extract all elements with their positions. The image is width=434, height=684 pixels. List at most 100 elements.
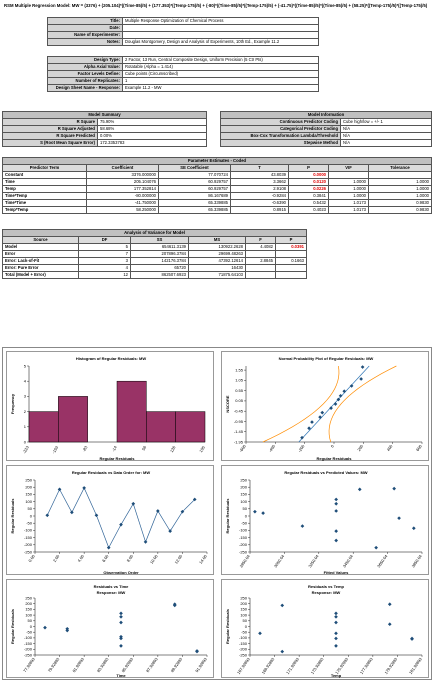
residual-point — [392, 486, 396, 491]
residual-point — [334, 644, 338, 648]
params-cell: Time*Temp — [2, 192, 87, 200]
params-cell: 65.339885 — [158, 199, 231, 207]
y-tick-label: -250 — [24, 549, 33, 554]
info-label: Notes: — [47, 38, 123, 46]
y-axis-label: Frequency — [10, 393, 15, 414]
anova-table: Analysis of Variance for Model Source DF SS… — [2, 229, 307, 279]
residual-point — [143, 540, 148, 544]
summary-row: R Square Adjusted 58.68% — [2, 125, 207, 133]
chart-title: Normal Probability Plot of Regular Resid… — [279, 356, 374, 361]
x-tick-label: 85.92893 — [120, 656, 134, 673]
anova-cell: 7 — [78, 250, 131, 258]
params-column-header: SE Coefficient — [158, 164, 231, 172]
anova-cell: Total (Model + Error) — [2, 271, 79, 279]
residuals-vs-order-pane: Regular Residuals vs Data Order for: MW R… — [6, 465, 214, 575]
params-column-header: Tolerance — [368, 164, 432, 172]
x-tick-label: 195 — [198, 444, 206, 453]
chart-title: Regular Residuals vs Predicted Values: M… — [284, 470, 367, 475]
params-cell: -80.000000 — [86, 192, 159, 200]
params-column-header: P — [288, 164, 329, 172]
anova-cell: 2.8845 — [245, 257, 276, 265]
params-cell: -0.9284 — [230, 192, 289, 200]
residual-point — [261, 511, 265, 515]
y-tick-label: -0.45 — [234, 408, 244, 413]
params-cell: Time*Time — [2, 199, 87, 207]
modelinfo-value: N/A — [340, 139, 432, 147]
design-value: 2 Factor, 13 Run, Central Composite Desi… — [122, 56, 319, 64]
params-cell: 0.8915 — [230, 206, 289, 214]
residual-point — [329, 406, 333, 410]
y-tick-label: 1 — [24, 424, 27, 429]
x-tick-label: 87.92893 — [145, 656, 159, 673]
y-tick-label: 50 — [28, 618, 33, 623]
params-cell: 60.929757 — [158, 178, 231, 186]
y-tick-label: -50 — [26, 521, 33, 526]
x-tick-label: 181.92893 — [408, 656, 423, 675]
residual-point — [300, 435, 304, 440]
x-tick-label: 175.92893 — [334, 656, 349, 675]
chart-subtitle: Response: MW — [312, 590, 341, 595]
design-label: Alpha Axial Value: — [47, 63, 123, 71]
y-tick-label: 200 — [25, 601, 32, 606]
summary-label: R Square — [2, 118, 98, 126]
params-cell — [328, 171, 369, 179]
params-cell: 0.3841 — [288, 192, 329, 200]
anova-cell — [245, 264, 276, 272]
modelinfo-label: Categorical Predictor Coding — [220, 125, 341, 133]
modelinfo-label: Continuous Predictor Coding — [220, 118, 341, 126]
y-tick-label: 3 — [24, 394, 27, 399]
anova-column-header: DF — [78, 236, 131, 244]
y-tick-label: -200 — [24, 542, 33, 547]
anova-cell: Error: Lack-of-Fit — [2, 257, 79, 265]
anova-cell — [245, 250, 276, 258]
residual-point — [94, 513, 99, 518]
y-tick-label: 250 — [240, 595, 247, 600]
x-tick-label: -14 — [111, 444, 119, 452]
params-cell: 1.0173 — [328, 206, 369, 214]
params-cell: 177.352814 — [86, 185, 159, 193]
y-tick-label: -250 — [24, 652, 33, 657]
residual-point — [411, 526, 416, 531]
anova-cell: Error: Pure Error — [2, 264, 79, 272]
info-row: Date: — [47, 24, 319, 32]
summary-value: 0.00% — [97, 132, 207, 140]
residual-point — [119, 620, 123, 625]
params-cell: 1.0000 — [328, 178, 369, 186]
residual-point — [334, 611, 338, 616]
residual-point — [119, 614, 123, 619]
confidence-band-upper — [328, 365, 397, 443]
anova-cell: 654611.3139 — [130, 243, 189, 251]
params-cell: 1.0173 — [328, 199, 369, 207]
params-cell: 77.070724 — [158, 171, 231, 179]
params-cell: Temp — [2, 185, 87, 193]
y-tick-label: 150 — [240, 607, 247, 612]
y-tick-label: -250 — [239, 652, 248, 657]
anova-cell: 29699.48263 — [188, 250, 246, 258]
params-cell: 0.5432 — [288, 199, 329, 207]
y-tick-label: -150 — [24, 535, 33, 540]
y-tick-label: -0.95 — [234, 419, 244, 424]
anova-cell: 71875.64103 — [188, 271, 246, 279]
y-tick-label: -100 — [24, 528, 33, 533]
modelinfo-row: Categorical Predictor Coding N/A — [220, 125, 432, 133]
params-title: Parameter Estimates - Coded — [2, 157, 432, 165]
y-tick-label: 150 — [240, 492, 247, 497]
info-table: Title: Multiple Response Optimization of … — [47, 17, 319, 46]
anova-cell: 3 — [78, 257, 131, 265]
y-tick-label: -1.95 — [234, 439, 244, 444]
y-tick-label: 250 — [25, 477, 32, 482]
residual-point — [397, 516, 401, 520]
params-column-header: T — [230, 164, 289, 172]
chart-title: Residuals vs Temp — [308, 584, 344, 589]
design-row: Design Type: 2 Factor, 13 Run, Central Co… — [47, 56, 319, 64]
design-row: Number of Replicates: 1 — [47, 77, 319, 85]
params-cell: 1.0000 — [328, 185, 369, 193]
x-tick-label: 2.00 — [52, 553, 61, 563]
residual-point — [349, 384, 354, 388]
x-tick-label: 179.92893 — [383, 656, 398, 675]
params-row: Time*Temp -80.000000 86.167689 -0.9284 0.384… — [2, 192, 432, 200]
residual-point — [334, 538, 339, 543]
anova-cell — [275, 264, 307, 272]
anova-title: Analysis of Variance for Model — [2, 229, 307, 237]
anova-row: Total (Model + Error) 12 862507.6923 71875.… — [2, 271, 307, 279]
